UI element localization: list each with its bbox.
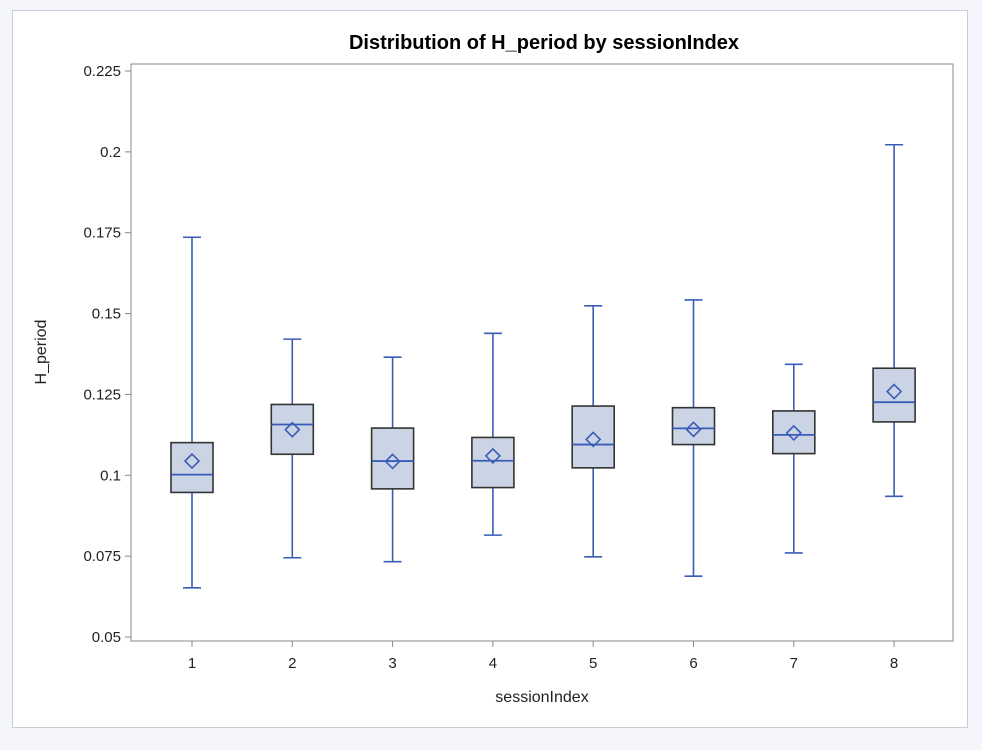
chart-frame: Distribution of H_period by sessionIndex… [12,10,968,728]
y-axis: 0.05 0.075 0.1 0.125 0.15 0.175 0.2 0.225 [83,63,131,646]
x-tick-label: 7 [790,655,798,672]
box-7 [771,363,816,554]
y-axis-label: H_period [33,320,50,385]
box-4 [471,332,515,536]
iqr-box [270,403,315,456]
iqr-box [872,367,916,423]
box-8 [872,143,916,498]
chart-title: Distribution of H_period by sessionIndex [349,32,739,54]
y-tick-label: 0.2 [100,144,121,161]
y-tick-label: 0.225 [83,63,121,80]
x-tick-label: 2 [288,655,296,672]
y-tick-label: 0.075 [83,548,121,565]
iqr-box [771,410,816,455]
box-2 [270,338,315,559]
mean-marker [585,431,602,448]
box-1 [170,236,214,589]
box-5 [571,305,616,558]
box-3 [370,356,415,563]
y-tick-label: 0.05 [92,629,121,646]
y-tick-label: 0.125 [83,386,121,403]
x-tick-label: 8 [890,655,898,672]
y-tick-label: 0.1 [100,467,121,484]
mean-marker [284,421,301,438]
y-tick-label: 0.15 [92,306,121,323]
x-tick-label: 3 [388,655,396,672]
iqr-box [671,406,716,446]
x-axis-label: sessionIndex [495,689,588,706]
mean-marker [885,383,903,400]
mean-marker [183,452,201,470]
mean-marker [484,447,502,465]
plot-area [130,63,954,642]
boxes-group [170,143,916,589]
x-tick-label: 6 [689,655,697,672]
y-tick-label: 0.175 [83,225,121,242]
box-plot-chart: Distribution of H_period by sessionIndex… [33,32,954,706]
x-axis: 1 2 3 4 5 6 7 8 [188,641,898,672]
box-6 [671,299,716,577]
iqr-box [370,427,415,490]
mean-marker [685,421,702,438]
x-tick-label: 1 [188,655,196,672]
mean-marker [785,424,802,442]
x-tick-label: 5 [589,655,597,672]
x-tick-label: 4 [489,655,497,672]
iqr-box [571,405,616,469]
mean-marker [384,453,401,470]
